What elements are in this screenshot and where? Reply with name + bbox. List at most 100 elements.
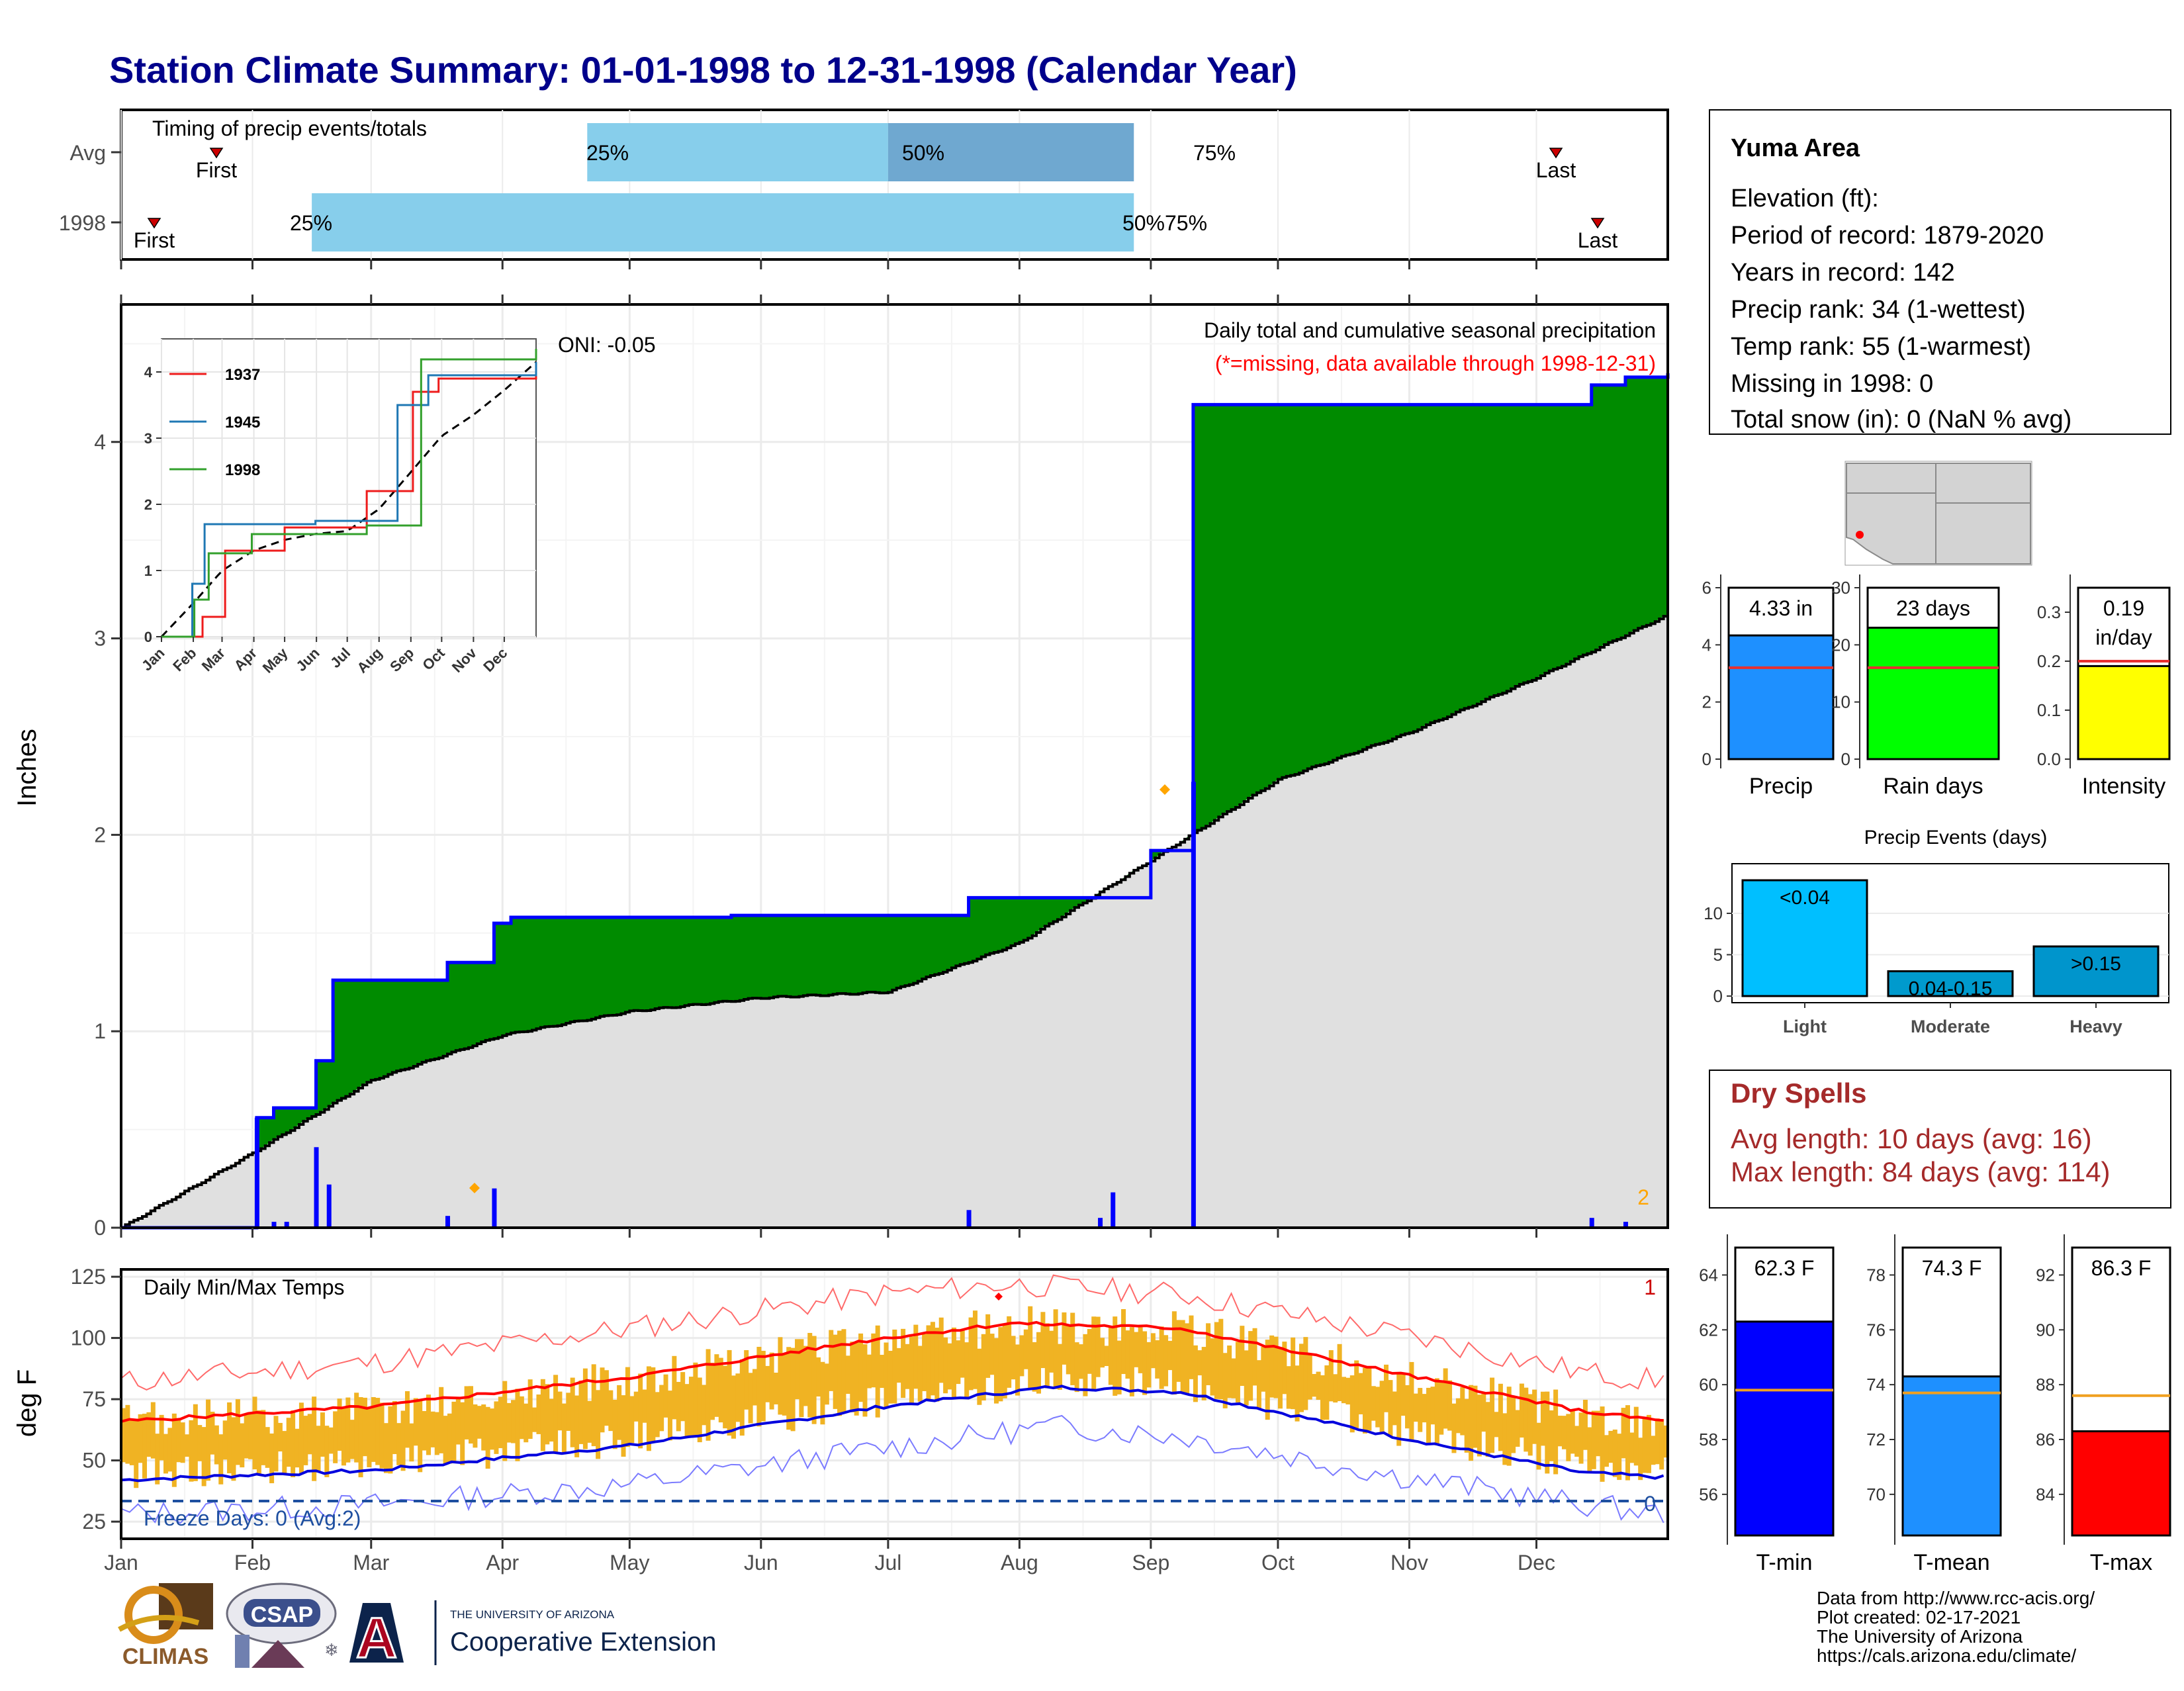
year-first-label: First (134, 228, 175, 252)
small-y-tick: 72 (1866, 1430, 1886, 1449)
temp-max-bar: 84 86 88 90 92 86.3 F T-max (2036, 1234, 2171, 1575)
month-tick-label: Mar (353, 1551, 389, 1575)
daily-temp-bar (1646, 1414, 1651, 1473)
daily-temp-bar (1524, 1387, 1529, 1452)
daily-temp-bar (404, 1391, 410, 1448)
daily-temp-bar (1384, 1364, 1389, 1412)
daily-temp-bar (1418, 1388, 1423, 1432)
daily-temp-bar (1608, 1430, 1614, 1463)
daily-temp-bar (286, 1418, 291, 1467)
above-normal-area (256, 373, 1668, 1151)
daily-temp-bar (498, 1396, 503, 1449)
daily-temp-bar (684, 1384, 690, 1439)
value-label: 4.33 in (1749, 596, 1813, 620)
small-y-tick: 4 (1702, 635, 1711, 655)
daily-temp-bar (1638, 1438, 1643, 1481)
daily-temp-bar (1379, 1381, 1385, 1434)
daily-temp-bar (1604, 1435, 1609, 1467)
daily-temp-bar (409, 1423, 414, 1462)
temp-y-axis-label: deg F (13, 1369, 42, 1437)
daily-temp-bar (1502, 1413, 1508, 1465)
daily-temp-bar (1125, 1330, 1130, 1379)
daily-temp-bar (1074, 1342, 1079, 1393)
precip-events-panel: Precip Events (days) 0 5 10 <0.04 Light 0.04-… (1704, 827, 2169, 1036)
temp-y-tick: 75 (82, 1387, 106, 1411)
daily-temp-bar (1455, 1398, 1461, 1434)
csap-wordmark: CSAP (251, 1602, 313, 1627)
daily-temp-bar (892, 1329, 897, 1404)
daily-temp-bar (532, 1407, 537, 1432)
daily-temp-bar (1032, 1342, 1037, 1392)
daily-temp-bar (739, 1359, 745, 1436)
timing-panel: Timing of precip events/totals Avg 1998 … (59, 109, 1669, 269)
daily-temp-bar (769, 1352, 774, 1410)
daily-temp-bar (926, 1325, 931, 1399)
freeze-days-label: Freeze Days: 0 (Avg:2) (144, 1506, 361, 1530)
daily-temp-bar (1392, 1391, 1397, 1426)
events-y-tick: 0 (1713, 986, 1723, 1006)
inset-average-line (160, 361, 537, 638)
temp-panel: 25 50 75 100 125 Jan Feb Mar Apr May Jun Jul Aug Sep O… (13, 1265, 1669, 1575)
inset-y-tick: 0 (144, 629, 152, 645)
daily-temp-bar (176, 1418, 181, 1463)
small-y-tick: 88 (2036, 1375, 2055, 1394)
event-bar (1887, 970, 2014, 997)
daily-temp-bar (506, 1402, 512, 1443)
value-bar (2071, 1430, 2171, 1537)
daily-temp-bar (1422, 1394, 1427, 1423)
csap-logo: CSAP ❄ (226, 1582, 339, 1668)
station-info-box: Yuma Area Elevation (ft): Period of reco… (1709, 109, 2171, 435)
avg-timing-bar-high (887, 123, 1134, 181)
small-y-tick: 60 (1699, 1375, 1718, 1394)
inset-legend: 1937 1945 1998 (169, 366, 260, 479)
daily-temp-bar (960, 1328, 965, 1378)
daily-temp-bar (379, 1402, 385, 1469)
daily-temp-bar (129, 1420, 134, 1465)
daily-temp-bar (460, 1402, 465, 1465)
daily-temp-bar (515, 1389, 520, 1461)
daily-temp-bar (1049, 1330, 1054, 1373)
avg-first-label: First (196, 158, 237, 182)
daily-temp-bar (1159, 1326, 1164, 1389)
daily-temp-bar (566, 1393, 571, 1431)
daily-temp-bar (1578, 1412, 1584, 1464)
info-temp-rank: Temp rank: 55 (1-warmest) (1731, 333, 2031, 361)
year-timing-bar (312, 193, 1134, 251)
daily-temp-bar (413, 1398, 418, 1446)
daily-temp-bar (422, 1411, 427, 1451)
daily-temp-bar (1222, 1353, 1228, 1408)
month-tick-label: Jan (104, 1551, 138, 1575)
daily-precip-bar (254, 1117, 259, 1228)
event-bar-label: 0.04-0.15 (1909, 978, 1993, 1000)
daily-temp-bar (549, 1398, 554, 1442)
daily-temp-bar (816, 1357, 821, 1397)
temp-panel-frame (120, 1268, 1669, 1540)
daily-temp-bar (642, 1389, 647, 1423)
daily-temp-bar (663, 1374, 668, 1418)
daily-temp-bar (702, 1385, 707, 1426)
daily-temp-bar (1430, 1387, 1435, 1425)
daily-temp-bar (240, 1423, 245, 1468)
daily-temp-bar (866, 1354, 872, 1389)
climas-logo: CLIMAS (118, 1583, 213, 1669)
value-bar (1727, 634, 1835, 760)
daily-temp-bar (1582, 1399, 1588, 1450)
small-y-tick: 56 (1699, 1485, 1718, 1504)
daily-temp-bar (972, 1310, 978, 1389)
daily-temp-bar (608, 1390, 614, 1432)
daily-temp-bar (333, 1411, 338, 1463)
daily-temp-bar (1040, 1312, 1046, 1369)
daily-temp-bar (1413, 1393, 1418, 1422)
daily-temp-bar (1591, 1410, 1596, 1469)
average-min-line (120, 1385, 1664, 1483)
daily-temp-bar (596, 1390, 601, 1459)
inset-y-tick: 4 (144, 364, 153, 381)
daily-precip-bar (445, 1216, 451, 1228)
daily-temp-bar (1167, 1340, 1173, 1371)
daily-temp-bar (1553, 1389, 1559, 1475)
daily-temp-bar (1235, 1342, 1240, 1403)
daily-temp-bar (591, 1364, 596, 1447)
daily-temp-bar (993, 1338, 999, 1404)
daily-temp-bar (511, 1400, 516, 1443)
